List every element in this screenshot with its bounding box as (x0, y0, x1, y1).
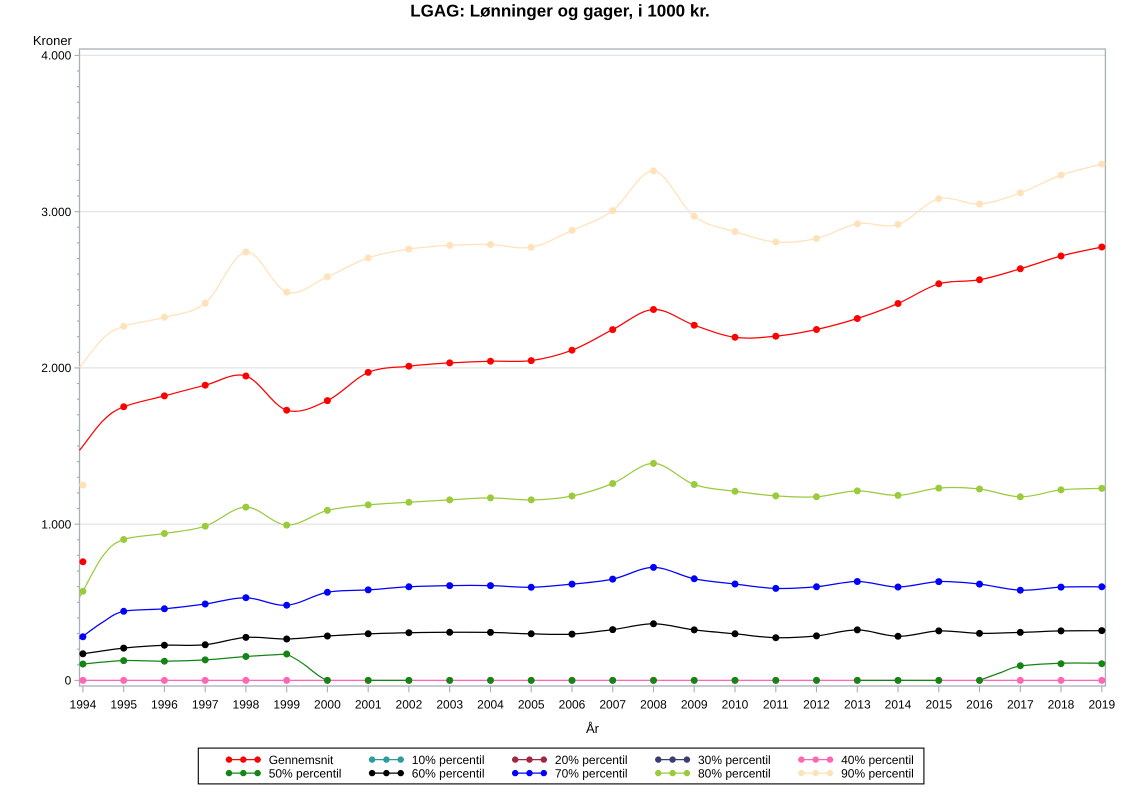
svg-text:1998: 1998 (233, 698, 260, 712)
svg-text:60% percentil: 60% percentil (412, 766, 485, 780)
svg-text:Gennemsnit: Gennemsnit (269, 753, 334, 767)
svg-text:2011: 2011 (763, 698, 789, 712)
svg-text:1995: 1995 (110, 698, 137, 712)
svg-text:2009: 2009 (681, 698, 708, 712)
svg-text:LGAG: Lønninger og gager, i 10: LGAG: Lønninger og gager, i 1000 kr. (410, 1, 709, 20)
svg-text:70% percentil: 70% percentil (555, 766, 628, 780)
svg-text:2013: 2013 (844, 698, 871, 712)
svg-text:2012: 2012 (803, 698, 830, 712)
svg-text:1997: 1997 (192, 698, 219, 712)
svg-text:2018: 2018 (1048, 698, 1075, 712)
svg-text:1996: 1996 (151, 698, 178, 712)
svg-text:2001: 2001 (355, 698, 382, 712)
svg-text:40% percentil: 40% percentil (841, 753, 914, 767)
svg-text:90% percentil: 90% percentil (841, 766, 914, 780)
svg-text:2000: 2000 (314, 698, 341, 712)
svg-text:20% percentil: 20% percentil (555, 753, 628, 767)
svg-text:2003: 2003 (436, 698, 463, 712)
svg-text:1.000: 1.000 (41, 517, 71, 531)
svg-text:30% percentil: 30% percentil (698, 753, 771, 767)
svg-text:2014: 2014 (885, 698, 912, 712)
svg-text:2.000: 2.000 (41, 361, 71, 375)
svg-text:0: 0 (65, 674, 72, 688)
svg-text:10% percentil: 10% percentil (412, 753, 485, 767)
svg-text:1999: 1999 (273, 698, 300, 712)
svg-text:2007: 2007 (599, 698, 626, 712)
svg-text:2002: 2002 (396, 698, 423, 712)
svg-text:2010: 2010 (722, 698, 749, 712)
svg-text:2004: 2004 (477, 698, 504, 712)
svg-text:År: År (586, 721, 600, 736)
svg-text:2017: 2017 (1007, 698, 1034, 712)
svg-text:2005: 2005 (518, 698, 545, 712)
svg-text:1994: 1994 (70, 698, 97, 712)
svg-text:4.000: 4.000 (41, 49, 71, 63)
svg-text:3.000: 3.000 (41, 205, 71, 219)
svg-text:50% percentil: 50% percentil (269, 766, 342, 780)
svg-text:2006: 2006 (559, 698, 586, 712)
svg-text:2016: 2016 (966, 698, 993, 712)
svg-text:2008: 2008 (640, 698, 667, 712)
svg-text:2015: 2015 (925, 698, 952, 712)
svg-text:2019: 2019 (1088, 698, 1115, 712)
svg-text:80% percentil: 80% percentil (698, 766, 771, 780)
svg-text:Kroner: Kroner (33, 33, 73, 48)
